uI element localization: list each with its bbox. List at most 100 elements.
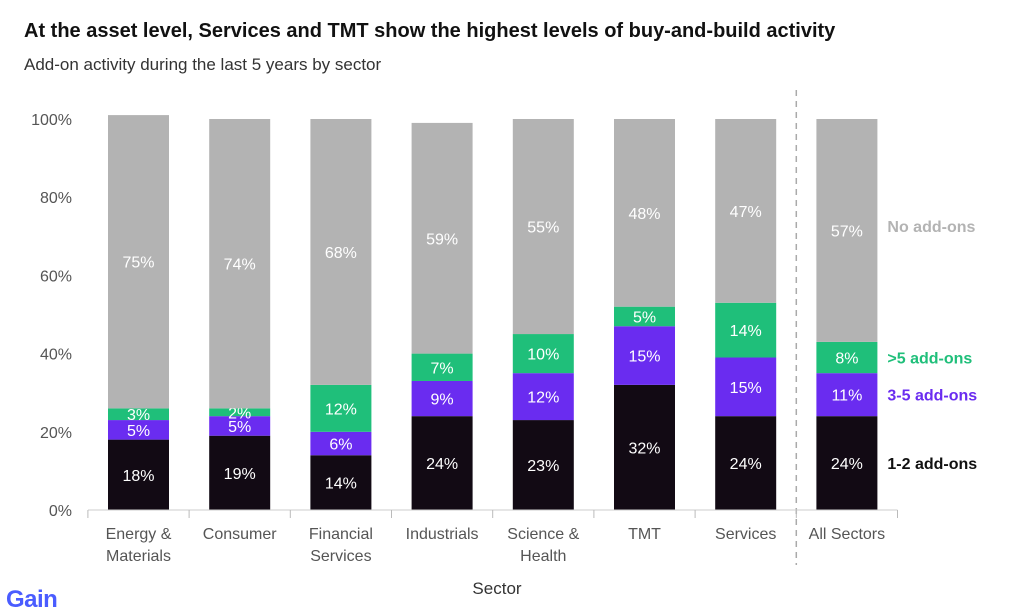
x-tick-label: Consumer bbox=[203, 526, 277, 543]
legend-label: 1-2 add-ons bbox=[887, 456, 977, 473]
x-tick-label-line: Energy & bbox=[106, 526, 172, 543]
x-tick-label-line: Industrials bbox=[406, 526, 479, 543]
bars-group: 18%5%3%75%19%5%2%74%14%6%12%68%24%9%7%59… bbox=[108, 90, 878, 565]
bar-segment bbox=[310, 384, 372, 432]
bar-segment bbox=[209, 435, 271, 510]
bar-segment bbox=[209, 416, 271, 436]
x-tick-label-line: Consumer bbox=[203, 526, 277, 543]
x-tick-label-line: Science & bbox=[507, 526, 579, 543]
legend-label: 3-5 add-ons bbox=[887, 388, 977, 405]
data-label: 15% bbox=[730, 380, 762, 397]
x-axis: Energy & Materials Consumer Financial Servic… bbox=[87, 509, 898, 565]
bar-segment bbox=[411, 353, 473, 381]
x-tick-label-line: All Sectors bbox=[809, 526, 885, 543]
data-label: 8% bbox=[835, 351, 858, 368]
data-label: 11% bbox=[831, 388, 862, 405]
x-tick-label-line: Materials bbox=[106, 548, 171, 565]
data-label: 10% bbox=[527, 347, 559, 364]
bar-segment bbox=[614, 326, 675, 385]
data-label: 15% bbox=[628, 349, 660, 366]
data-label: 5% bbox=[633, 309, 656, 326]
data-label: 24% bbox=[831, 456, 863, 473]
bar-segment bbox=[411, 122, 473, 354]
data-label: 2% bbox=[228, 405, 251, 422]
bar-segment bbox=[715, 302, 777, 358]
bar-segment bbox=[108, 420, 169, 440]
brand-logo: Gain bbox=[6, 586, 58, 613]
x-tick-label-line: Services bbox=[310, 548, 371, 565]
x-tick-label-line: Services bbox=[715, 526, 776, 543]
x-tick-label: Energy & Materials bbox=[106, 526, 172, 565]
legend-label: No add-ons bbox=[887, 219, 975, 236]
bar-segment bbox=[108, 408, 169, 421]
data-label: 18% bbox=[122, 468, 154, 485]
data-label: 68% bbox=[325, 245, 357, 262]
bar-segment bbox=[310, 431, 372, 456]
data-label: 48% bbox=[628, 206, 660, 223]
data-label: 32% bbox=[628, 440, 660, 457]
bar-segment bbox=[715, 357, 777, 417]
data-label: 19% bbox=[224, 466, 256, 483]
data-label: 3% bbox=[127, 407, 150, 424]
data-label: 24% bbox=[730, 456, 762, 473]
x-tick-label: Industrials bbox=[406, 526, 479, 543]
bar-segment bbox=[411, 416, 473, 510]
data-label: 57% bbox=[831, 223, 863, 240]
bar-segment bbox=[411, 380, 473, 417]
data-label: 24% bbox=[426, 456, 458, 473]
x-tick-label-line: Health bbox=[520, 548, 566, 565]
data-label: 12% bbox=[527, 390, 559, 407]
legend: 1-2 add-ons 3-5 add-ons >5 add-ons No add-o… bbox=[887, 219, 977, 473]
y-tick-label: 60% bbox=[40, 268, 72, 285]
x-tick-label: All Sectors bbox=[809, 526, 885, 543]
bar-segment bbox=[614, 306, 675, 327]
x-tick-label: Science & Health bbox=[507, 526, 579, 565]
data-label: 5% bbox=[127, 423, 150, 440]
bar-segment bbox=[209, 408, 271, 417]
y-tick-label: 80% bbox=[40, 190, 72, 207]
bar-segment bbox=[816, 416, 878, 510]
bar-segment bbox=[715, 416, 777, 510]
x-axis-title: Sector bbox=[472, 579, 521, 598]
data-label: 75% bbox=[122, 255, 154, 272]
y-tick-label: 20% bbox=[40, 425, 72, 442]
data-label: 74% bbox=[224, 257, 256, 274]
bar-segment bbox=[108, 439, 169, 510]
bar-segment bbox=[614, 119, 675, 307]
bar-segment bbox=[816, 119, 878, 342]
bar-segment bbox=[108, 115, 169, 409]
y-tick-label: 0% bbox=[49, 503, 72, 520]
y-tick-label: 100% bbox=[31, 112, 72, 129]
x-tick-label-line: TMT bbox=[628, 526, 661, 543]
bar-segment bbox=[512, 119, 574, 335]
data-label: 6% bbox=[329, 437, 352, 454]
bar-segment bbox=[614, 384, 675, 510]
x-tick-label-line: Financial bbox=[309, 526, 373, 543]
bar-segment bbox=[310, 455, 372, 510]
chart-subtitle: Add-on activity during the last 5 years … bbox=[24, 55, 382, 74]
bar-segment bbox=[310, 119, 372, 385]
bar-segment bbox=[512, 373, 574, 421]
x-tick-label: Services bbox=[715, 526, 776, 543]
data-label: 47% bbox=[730, 204, 762, 221]
data-label: 7% bbox=[431, 360, 454, 377]
data-label: 55% bbox=[527, 220, 559, 237]
x-tick-label: TMT bbox=[628, 526, 661, 543]
bar-segment bbox=[715, 119, 777, 303]
data-label: 12% bbox=[325, 401, 357, 418]
data-label: 59% bbox=[426, 231, 458, 248]
data-label: 14% bbox=[730, 323, 762, 340]
bar-segment bbox=[512, 420, 574, 510]
data-label: 9% bbox=[431, 392, 454, 409]
x-tick-label: Financial Services bbox=[309, 526, 373, 565]
bar-segment bbox=[512, 334, 574, 374]
y-axis: 0% 20% 40% 60% 80% 100% bbox=[31, 112, 72, 520]
legend-label: >5 add-ons bbox=[887, 351, 972, 368]
bar-segment bbox=[209, 119, 271, 409]
bar-segment bbox=[816, 373, 878, 417]
data-label: 5% bbox=[228, 419, 251, 436]
bar-segment bbox=[816, 341, 878, 374]
y-tick-label: 40% bbox=[40, 347, 72, 364]
chart-title: At the asset level, Services and TMT sho… bbox=[24, 20, 836, 42]
